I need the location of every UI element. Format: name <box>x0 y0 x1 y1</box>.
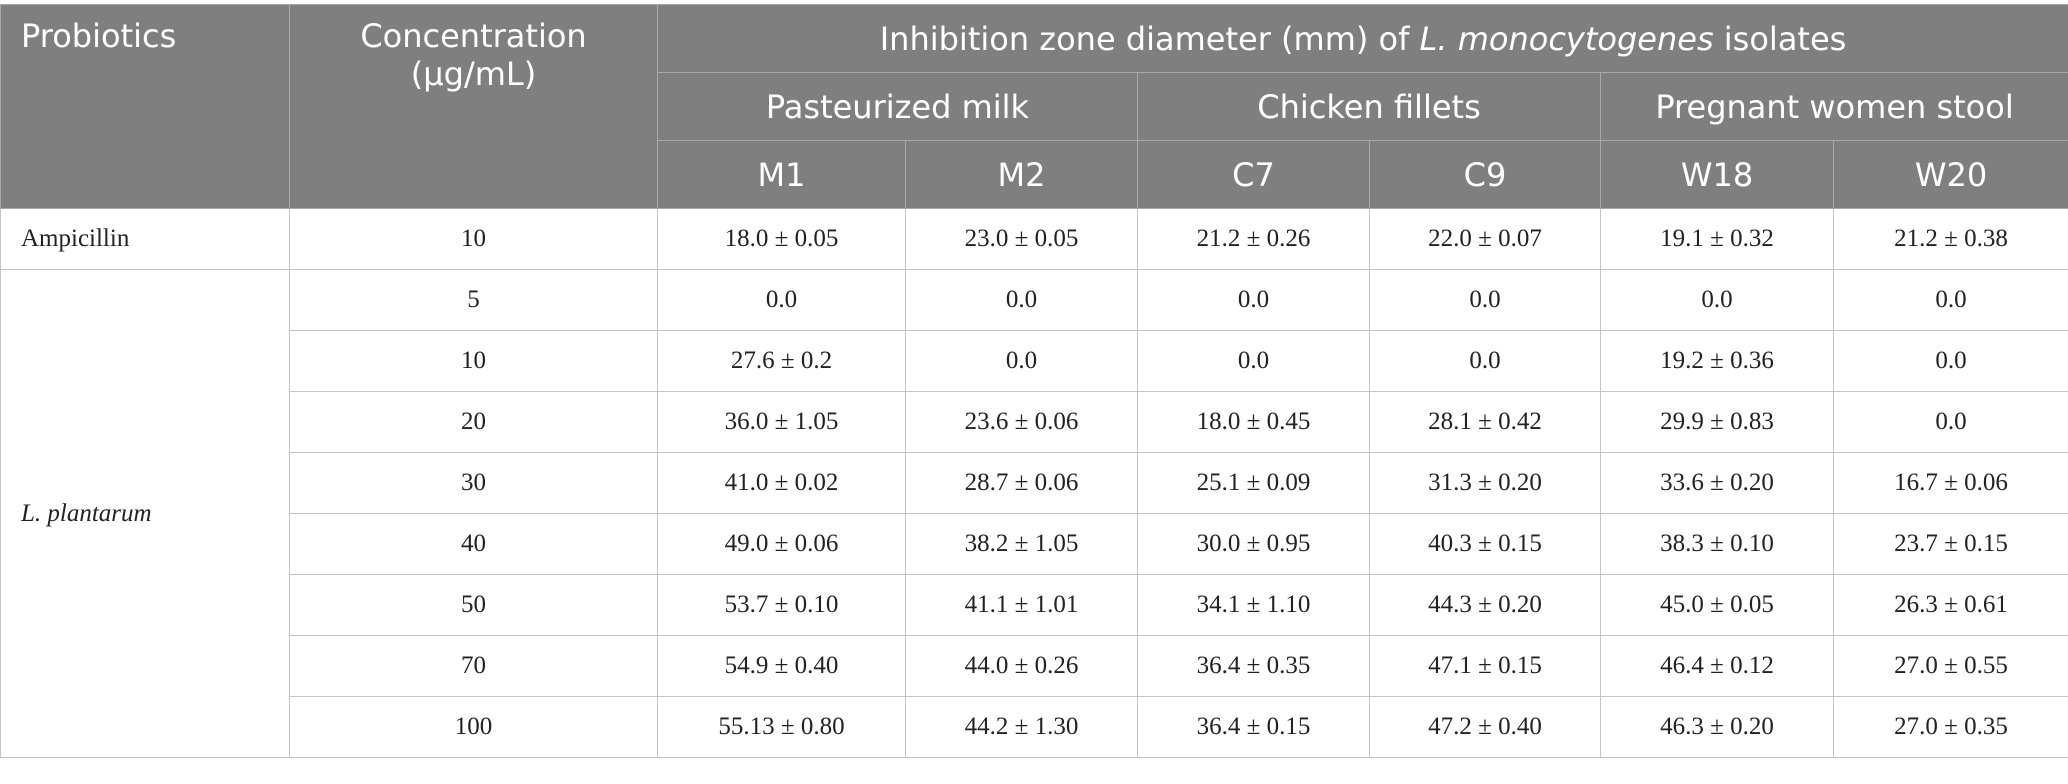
value-cell: 28.1 ± 0.42 <box>1370 392 1601 453</box>
concentration-cell: 40 <box>290 514 658 575</box>
value-cell: 23.0 ± 0.05 <box>906 209 1138 270</box>
value-cell: 0.0 <box>1370 270 1601 331</box>
value-cell: 40.3 ± 0.15 <box>1370 514 1601 575</box>
value-cell: 33.6 ± 0.20 <box>1601 453 1834 514</box>
value-cell: 21.2 ± 0.38 <box>1834 209 2068 270</box>
value-cell: 27.6 ± 0.2 <box>658 331 906 392</box>
value-cell: 16.7 ± 0.06 <box>1834 453 2068 514</box>
value-cell: 46.4 ± 0.12 <box>1601 636 1834 697</box>
value-cell: 25.1 ± 0.09 <box>1138 453 1370 514</box>
value-cell: 46.3 ± 0.20 <box>1601 697 1834 758</box>
value-cell: 36.4 ± 0.15 <box>1138 697 1370 758</box>
group-header: Pasteurized milk <box>658 73 1138 141</box>
value-cell: 27.0 ± 0.35 <box>1834 697 2068 758</box>
value-cell: 44.0 ± 0.26 <box>906 636 1138 697</box>
page: Probiotics Concentration (μg/mL) Inhibit… <box>0 4 2068 784</box>
concentration-cell: 10 <box>290 209 658 270</box>
value-cell: 0.0 <box>1138 270 1370 331</box>
value-cell: 38.3 ± 0.10 <box>1601 514 1834 575</box>
isolate-header: W18 <box>1601 141 1834 209</box>
value-cell: 44.3 ± 0.20 <box>1370 575 1601 636</box>
concentration-cell: 70 <box>290 636 658 697</box>
value-cell: 0.0 <box>658 270 906 331</box>
group-header: Pregnant women stool <box>1601 73 2068 141</box>
isolate-header: C9 <box>1370 141 1601 209</box>
value-cell: 34.1 ± 1.10 <box>1138 575 1370 636</box>
isolate-header: C7 <box>1138 141 1370 209</box>
value-cell: 41.0 ± 0.02 <box>658 453 906 514</box>
value-cell: 26.3 ± 0.61 <box>1834 575 2068 636</box>
value-cell: 36.0 ± 1.05 <box>658 392 906 453</box>
data-table: Probiotics Concentration (μg/mL) Inhibit… <box>0 4 2068 758</box>
value-cell: 47.1 ± 0.15 <box>1370 636 1601 697</box>
concentration-cell: 20 <box>290 392 658 453</box>
probiotic-cell: Ampicillin <box>1 209 290 270</box>
value-cell: 23.6 ± 0.06 <box>906 392 1138 453</box>
value-cell: 55.13 ± 0.80 <box>658 697 906 758</box>
value-cell: 29.9 ± 0.83 <box>1601 392 1834 453</box>
value-cell: 0.0 <box>1834 392 2068 453</box>
value-cell: 22.0 ± 0.07 <box>1370 209 1601 270</box>
isolate-header: M1 <box>658 141 906 209</box>
title-text: Inhibition zone diameter (mm) of <box>880 20 1420 58</box>
value-cell: 36.4 ± 0.35 <box>1138 636 1370 697</box>
value-cell: 0.0 <box>1834 270 2068 331</box>
value-cell: 47.2 ± 0.40 <box>1370 697 1601 758</box>
value-cell: 23.7 ± 0.15 <box>1834 514 2068 575</box>
table-header: Probiotics Concentration (μg/mL) Inhibit… <box>1 5 2068 209</box>
isolate-header: M2 <box>906 141 1138 209</box>
header-text: Concentration (μg/mL) <box>344 17 604 93</box>
header-title: Inhibition zone diameter (mm) of L. mono… <box>658 5 2068 73</box>
value-cell: 27.0 ± 0.55 <box>1834 636 2068 697</box>
value-cell: 0.0 <box>906 331 1138 392</box>
concentration-cell: 10 <box>290 331 658 392</box>
value-cell: 49.0 ± 0.06 <box>658 514 906 575</box>
value-cell: 54.9 ± 0.40 <box>658 636 906 697</box>
header-cell: Concentration (μg/mL) <box>290 5 658 209</box>
value-cell: 45.0 ± 0.05 <box>1601 575 1834 636</box>
value-cell: 19.1 ± 0.32 <box>1601 209 1834 270</box>
value-cell: 53.7 ± 0.10 <box>658 575 906 636</box>
value-cell: 18.0 ± 0.05 <box>658 209 906 270</box>
value-cell: 30.0 ± 0.95 <box>1138 514 1370 575</box>
probiotic-cell: L. plantarum <box>1 270 290 758</box>
value-cell: 41.1 ± 1.01 <box>906 575 1138 636</box>
value-cell: 28.7 ± 0.06 <box>906 453 1138 514</box>
value-cell: 0.0 <box>906 270 1138 331</box>
concentration-cell: 5 <box>290 270 658 331</box>
value-cell: 0.0 <box>1601 270 1834 331</box>
value-cell: 21.2 ± 0.26 <box>1138 209 1370 270</box>
value-cell: 0.0 <box>1370 331 1601 392</box>
value-cell: 0.0 <box>1834 331 2068 392</box>
concentration-cell: 100 <box>290 697 658 758</box>
value-cell: 19.2 ± 0.36 <box>1601 331 1834 392</box>
value-cell: 0.0 <box>1138 331 1370 392</box>
header-cell: Probiotics <box>1 5 290 209</box>
value-cell: 38.2 ± 1.05 <box>906 514 1138 575</box>
concentration-cell: 30 <box>290 453 658 514</box>
concentration-cell: 50 <box>290 575 658 636</box>
group-header: Chicken fillets <box>1138 73 1601 141</box>
value-cell: 44.2 ± 1.30 <box>906 697 1138 758</box>
value-cell: 18.0 ± 0.45 <box>1138 392 1370 453</box>
isolate-header: W20 <box>1834 141 2068 209</box>
value-cell: 31.3 ± 0.20 <box>1370 453 1601 514</box>
title-species: L. monocytogenes <box>1420 20 1714 58</box>
title-text: isolates <box>1714 20 1847 58</box>
